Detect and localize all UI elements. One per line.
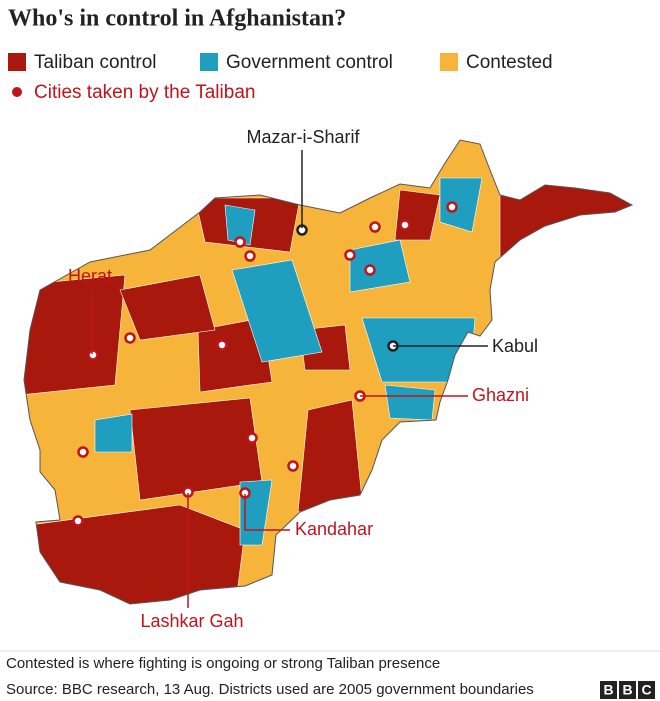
taliban-area (119, 274, 216, 341)
city-dot (234, 236, 246, 248)
logo-block (638, 681, 655, 699)
city-label: Herat (68, 266, 112, 286)
taliban-area (297, 399, 363, 513)
legend-label: Government control (226, 52, 393, 73)
city-dot (364, 264, 376, 276)
city-label: Mazar-i-Sharif (246, 127, 360, 147)
taliban-area (24, 274, 126, 396)
city-dot (244, 250, 256, 262)
logo-letter: C (641, 682, 651, 698)
city-dot (77, 446, 89, 458)
government-area (349, 239, 411, 293)
logo-block (619, 681, 636, 699)
city-dot (246, 432, 258, 444)
logo-block (600, 681, 617, 699)
taliban-area (499, 184, 632, 263)
city-dot (399, 219, 411, 231)
government-area (94, 413, 133, 453)
legend-label: Cities taken by the Taliban (34, 82, 255, 103)
logo-letter: B (603, 682, 613, 698)
city-dot (446, 201, 458, 213)
city-dot (72, 515, 84, 527)
legend-label: Contested (466, 52, 553, 73)
government-area (231, 259, 323, 363)
title: Who's in control in Afghanistan? (8, 6, 346, 32)
map (23, 139, 633, 605)
taliban-area (29, 504, 246, 604)
regions (24, 177, 632, 604)
legend: Taliban control Government control Contest… (8, 52, 553, 103)
city-label: Lashkar Gah (140, 611, 243, 631)
legend-swatch (200, 53, 218, 71)
city-dot (369, 221, 381, 233)
government-area (224, 204, 256, 246)
legend-dot (12, 87, 22, 97)
city-label: Kandahar (295, 519, 373, 539)
city-dot (287, 460, 299, 472)
government-area (439, 177, 483, 233)
city-labels: Mazar-i-Sharif Herat Kabul Ghazni Kandah… (68, 127, 538, 631)
city-dot (344, 249, 356, 261)
city-label: Kabul (492, 336, 538, 356)
government-area (384, 384, 436, 421)
city-dot (87, 349, 99, 361)
city-leaders (91, 150, 488, 608)
legend-swatch (440, 53, 458, 71)
source: Source: BBC research, 13 Aug. Districts … (6, 681, 534, 698)
leader-line (244, 494, 290, 531)
city-dot (216, 339, 228, 351)
legend-swatch (8, 53, 26, 71)
city-dot (124, 332, 136, 344)
city-label: Ghazni (472, 385, 529, 405)
logo-letter: B (622, 682, 632, 698)
legend-label: Taliban control (34, 52, 157, 73)
note: Contested is where fighting is ongoing o… (6, 655, 440, 672)
